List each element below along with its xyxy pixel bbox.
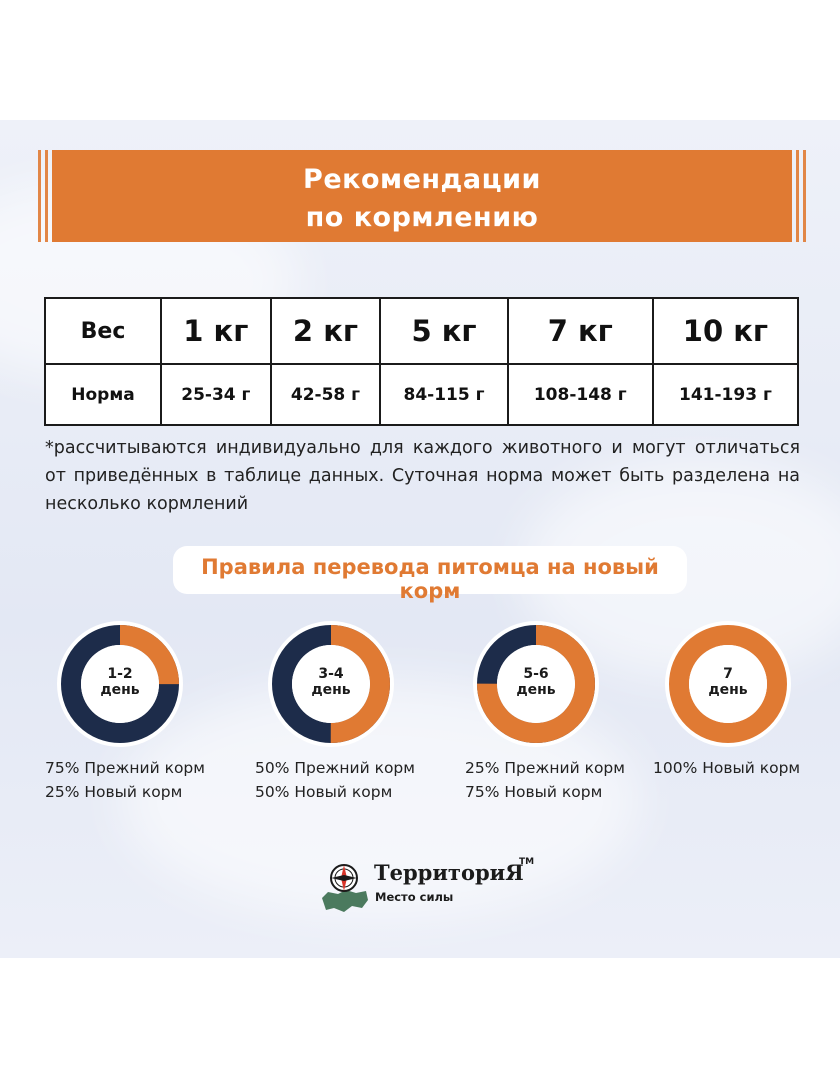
stage-day-range: 1-2 [107, 666, 133, 682]
header-title-line-1: Рекомендации [303, 164, 541, 195]
table-row-norm: Норма 25-34 г 42-58 г 84-115 г 108-148 г… [44, 363, 800, 426]
transition-stage: 7 день 100% Новый корм [653, 619, 800, 777]
transition-stage: 5-6 день 25% Прежний корм 75% Новый корм [465, 619, 625, 801]
norm-cell: 141-193 г [651, 363, 800, 426]
infographic-canvas: Рекомендации по кормлению Вес 1 кг 2 кг … [0, 120, 840, 958]
norm-cell: 84-115 г [379, 363, 509, 426]
footnote: *рассчитываются индивидуально для каждог… [45, 438, 800, 514]
stage-day-range: 5-6 [523, 666, 549, 682]
transition-stage: 1-2 день 75% Прежний корм 25% Новый корм [45, 619, 205, 801]
old-food-segment [669, 625, 787, 743]
compass-map-icon [322, 864, 368, 912]
stage-day-word: день [516, 682, 556, 698]
stage-caption: 25% Прежний корм 75% Новый корм [465, 756, 665, 804]
stage-day-range: 3-4 [318, 666, 344, 682]
new-food-segment [272, 625, 390, 743]
new-food-segment [61, 625, 179, 743]
stage-donut [473, 621, 599, 747]
header-title-line-2: по кормлению [305, 202, 539, 233]
banner-brush-edge [768, 150, 806, 242]
stage-caption-line: 25% Новый корм [45, 783, 183, 801]
stage-caption: 100% Новый корм [653, 756, 840, 780]
stage-day-label: 3-4 день [266, 666, 396, 698]
stage-day-label: 5-6 день [471, 666, 601, 698]
stage-donut [57, 621, 183, 747]
norm-cell: 42-58 г [269, 363, 382, 426]
new-food-segment [477, 625, 595, 743]
stage-day-label: 1-2 день [55, 666, 185, 698]
donut-hole [292, 645, 370, 723]
stage-day-word: день [311, 682, 351, 698]
stage-caption-line: 50% Новый корм [255, 783, 393, 801]
stage-day-word: день [100, 682, 140, 698]
donut-hole [81, 645, 159, 723]
rules-title-pill: Правила перевода питомца на новый корм [173, 546, 687, 603]
stage-caption: 50% Прежний корм 50% Новый корм [255, 756, 455, 804]
weight-cell: 2 кг [269, 297, 382, 365]
banner-brush-edge [38, 150, 76, 242]
brand-logo: ТерриториЯ TM Место силы [318, 857, 538, 920]
stage-donut [665, 621, 791, 747]
table-row-weight: Вес 1 кг 2 кг 5 кг 7 кг 10 кг [44, 297, 800, 365]
weight-header-cell: Вес [44, 297, 162, 365]
stage-caption-line: 50% Прежний корм [255, 759, 415, 777]
logo-trademark: TM [519, 857, 535, 867]
stage-caption-line: 75% Новый корм [465, 783, 603, 801]
stage-caption-line: 25% Прежний корм [465, 759, 625, 777]
rules-title: Правила перевода питомца на новый корм [201, 555, 659, 603]
donut-hole [497, 645, 575, 723]
stage-day-word: день [708, 682, 748, 698]
stage-day-range: 7 [723, 666, 733, 682]
norm-cell: 108-148 г [506, 363, 654, 426]
header-banner: Рекомендации по кормлению [38, 150, 806, 242]
feeding-table: Вес 1 кг 2 кг 5 кг 7 кг 10 кг Норма 25-3… [44, 297, 800, 426]
logo-slogan: Место силы [375, 890, 454, 904]
norm-cell: 25-34 г [160, 363, 272, 426]
logo-brand-name: ТерриториЯ [374, 860, 524, 885]
norm-header-cell: Норма [44, 363, 162, 426]
stage-caption: 75% Прежний корм 25% Новый корм [45, 756, 245, 804]
weight-cell: 5 кг [379, 297, 509, 365]
stage-day-label: 7 день [663, 666, 793, 698]
weight-cell: 10 кг [651, 297, 800, 365]
donut-hole [689, 645, 767, 723]
stage-caption-line: 75% Прежний корм [45, 759, 205, 777]
weight-cell: 7 кг [506, 297, 654, 365]
transition-stage: 3-4 день 50% Прежний корм 50% Новый корм [255, 619, 415, 801]
stage-caption-line: 100% Новый корм [653, 759, 801, 777]
weight-cell: 1 кг [160, 297, 272, 365]
stage-donut [268, 621, 394, 747]
